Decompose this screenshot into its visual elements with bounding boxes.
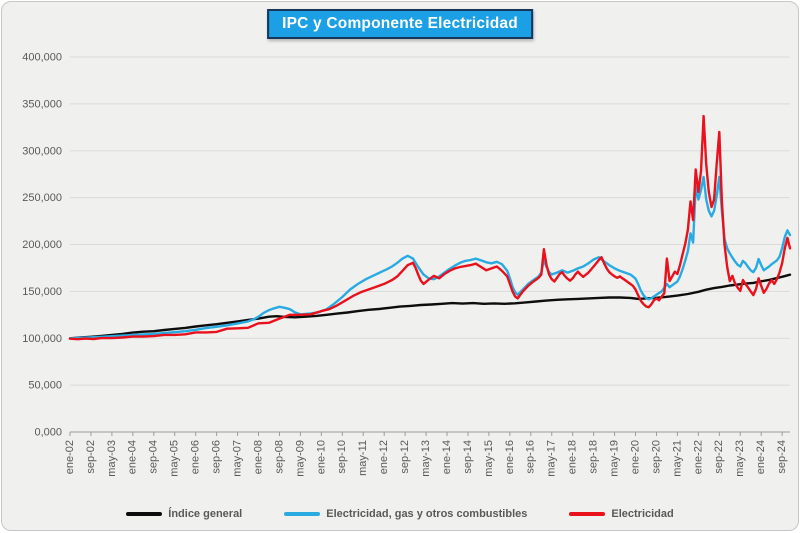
x-axis-tick-label: may-17	[546, 440, 558, 477]
legend-item-indice-general: Índice general	[126, 508, 242, 520]
legend-swatch-electricidad-gas	[284, 512, 321, 516]
legend-swatch-indice-general	[126, 512, 163, 516]
x-axis-tick-label: sep-22	[713, 440, 725, 474]
y-axis-tick-label: 300,000	[22, 145, 62, 157]
y-axis-tick-label: 150,000	[22, 286, 62, 298]
legend-item-electricidad-gas: Electricidad, gas y otros combustibles	[284, 508, 527, 520]
legend-item-electricidad: Electricidad	[569, 508, 674, 520]
x-axis-tick-label: ene-04	[127, 440, 139, 474]
x-axis-tick-label: sep-02	[85, 440, 97, 474]
x-axis-tick-label: may-13	[420, 440, 432, 477]
y-axis-tick-label: 200,000	[22, 239, 62, 251]
x-axis-tick-label: may-05	[169, 440, 181, 477]
x-axis-tick-label: ene-24	[755, 440, 767, 474]
x-axis-tick-label: may-23	[734, 440, 746, 477]
x-axis-tick-label: ene-20	[629, 440, 641, 474]
x-axis-tick-label: sep-06	[211, 440, 223, 474]
legend-label-electricidad: Electricidad	[611, 508, 674, 520]
x-axis-tick-label: sep-18	[588, 440, 600, 474]
legend-label-indice-general: Índice general	[168, 508, 243, 520]
x-axis-tick-label: ene-10	[315, 440, 327, 474]
x-axis-tick-label: may-15	[483, 440, 495, 477]
x-axis-tick-label: sep-14	[462, 440, 474, 474]
x-axis-tick-label: ene-22	[692, 440, 704, 474]
x-axis-tick-label: ene-18	[567, 440, 579, 474]
x-axis-tick-label: ene-14	[441, 440, 453, 474]
x-axis-tick-label: sep-16	[525, 440, 537, 474]
y-axis-tick-label: 350,000	[22, 98, 62, 110]
x-axis-tick-label: ene-06	[190, 440, 202, 474]
x-axis-tick-label: ene-16	[504, 440, 516, 474]
x-axis-tick-label: sep-08	[273, 440, 285, 474]
y-axis-tick-label: 100,000	[22, 333, 62, 345]
series-line-electricidad	[68, 114, 792, 341]
x-axis-tick-label: sep-12	[399, 440, 411, 474]
legend-swatch-electricidad	[569, 512, 606, 516]
x-axis-tick-label: may-19	[608, 440, 620, 477]
x-axis-tick-label: may-03	[106, 440, 118, 477]
chart-title: IPC y Componente Electricidad	[267, 9, 533, 39]
x-axis-tick-label: ene-12	[378, 440, 390, 474]
x-axis-tick-label: ene-08	[252, 440, 264, 474]
y-axis-tick-label: 250,000	[22, 192, 62, 204]
y-axis-tick-label: 0,000	[34, 427, 62, 439]
x-axis-tick-label: may-21	[671, 440, 683, 477]
x-axis-tick-label: sep-24	[776, 440, 788, 474]
x-axis-tick-label: sep-10	[336, 440, 348, 474]
x-axis-tick-label: sep-20	[650, 440, 662, 474]
x-axis-tick-label: may-11	[357, 440, 369, 476]
x-axis-tick-label: sep-04	[148, 440, 160, 474]
series-line-indice-general	[68, 273, 792, 340]
y-axis-tick-label: 400,000	[22, 52, 62, 64]
plot-area: 400,000 350,000 300,000 250,000 200,000 150,0…	[22, 52, 792, 477]
legend: Índice general Electricidad, gas y otros…	[2, 508, 798, 520]
x-axis-tick-label: ene-02	[64, 440, 76, 474]
y-axis-tick-label: 50,000	[28, 380, 62, 392]
x-axis-tick-label: may-07	[231, 440, 243, 477]
legend-label-electricidad-gas: Electricidad, gas y otros combustibles	[326, 508, 528, 520]
x-axis-tick-label: may-09	[294, 440, 306, 477]
